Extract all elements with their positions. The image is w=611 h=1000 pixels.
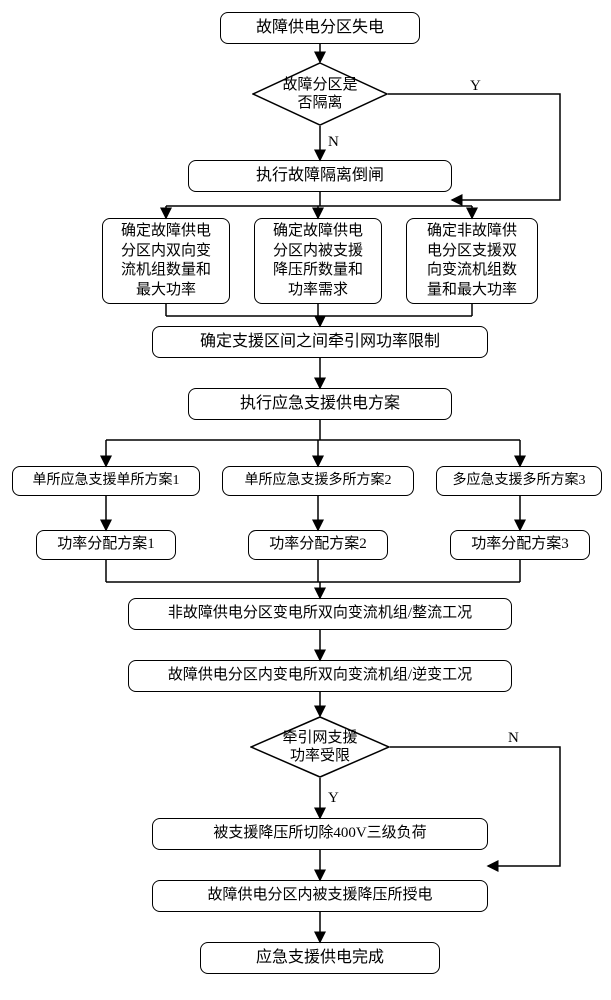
node-text: 确定故障供电 分区内双向变 流机组数量和 最大功率	[121, 222, 211, 300]
node-text: 故障分区是 否隔离	[282, 76, 357, 112]
decision-d1: 故障分区是 否隔离	[252, 62, 388, 126]
decision-d2: 牵引网支援 功率受限	[250, 716, 390, 778]
node-n12: 应急支援供电完成	[200, 942, 440, 974]
node-text: 单所应急支援多所方案2	[245, 472, 392, 490]
node-text: 功率分配方案3	[471, 535, 569, 555]
node-text: 故障供电分区失电	[256, 18, 384, 39]
node-n6c: 多应急支援多所方案3	[436, 466, 602, 496]
node-text: 确定非故障供 电分区支援双 向变流机组数 量和最大功率	[427, 222, 517, 300]
node-n3a: 确定故障供电 分区内双向变 流机组数量和 最大功率	[102, 218, 230, 304]
node-text: 确定支援区间之间牵引网功率限制	[200, 332, 440, 353]
node-n3c: 确定非故障供 电分区支援双 向变流机组数 量和最大功率	[406, 218, 538, 304]
node-text: 功率分配方案2	[269, 535, 367, 555]
node-text: 执行故障隔离倒闸	[256, 166, 384, 187]
node-n11: 故障供电分区内被支援降压所授电	[152, 880, 488, 912]
node-text: 牵引网支援 功率受限	[282, 729, 357, 765]
node-n4: 确定支援区间之间牵引网功率限制	[152, 326, 488, 358]
node-text: 故障供电分区内被支援降压所授电	[207, 886, 432, 906]
node-text: 非故障供电分区变电所双向变流机组/整流工况	[168, 604, 472, 624]
node-n6a: 单所应急支援单所方案1	[12, 466, 200, 496]
node-text: 应急支援供电完成	[256, 948, 384, 969]
node-n10: 被支援降压所切除400V三级负荷	[152, 818, 488, 850]
flowchart-arrows	[0, 0, 611, 1000]
node-text: 被支援降压所切除400V三级负荷	[213, 824, 426, 844]
node-text: 执行应急支援供电方案	[240, 394, 400, 415]
label-d1-y: Y	[470, 78, 481, 95]
node-text: 多应急支援多所方案3	[453, 472, 586, 490]
node-n8: 非故障供电分区变电所双向变流机组/整流工况	[128, 598, 512, 630]
node-n7b: 功率分配方案2	[248, 530, 388, 560]
label-d2-n: N	[508, 730, 519, 747]
node-n7c: 功率分配方案3	[450, 530, 590, 560]
node-text: 故障供电分区内变电所双向变流机组/逆变工况	[168, 666, 472, 686]
label-d1-n: N	[328, 134, 339, 151]
node-text: 功率分配方案1	[57, 535, 155, 555]
node-text: 确定故障供电 分区内被支援 降压所数量和 功率需求	[273, 222, 363, 300]
node-n5: 执行应急支援供电方案	[188, 388, 452, 420]
node-n1: 故障供电分区失电	[220, 12, 420, 44]
node-text: 单所应急支援单所方案1	[33, 472, 180, 490]
node-n7a: 功率分配方案1	[36, 530, 176, 560]
node-n2: 执行故障隔离倒闸	[188, 160, 452, 192]
label-d2-y: Y	[328, 790, 339, 807]
node-n6b: 单所应急支援多所方案2	[222, 466, 414, 496]
node-n3b: 确定故障供电 分区内被支援 降压所数量和 功率需求	[254, 218, 382, 304]
node-n9: 故障供电分区内变电所双向变流机组/逆变工况	[128, 660, 512, 692]
